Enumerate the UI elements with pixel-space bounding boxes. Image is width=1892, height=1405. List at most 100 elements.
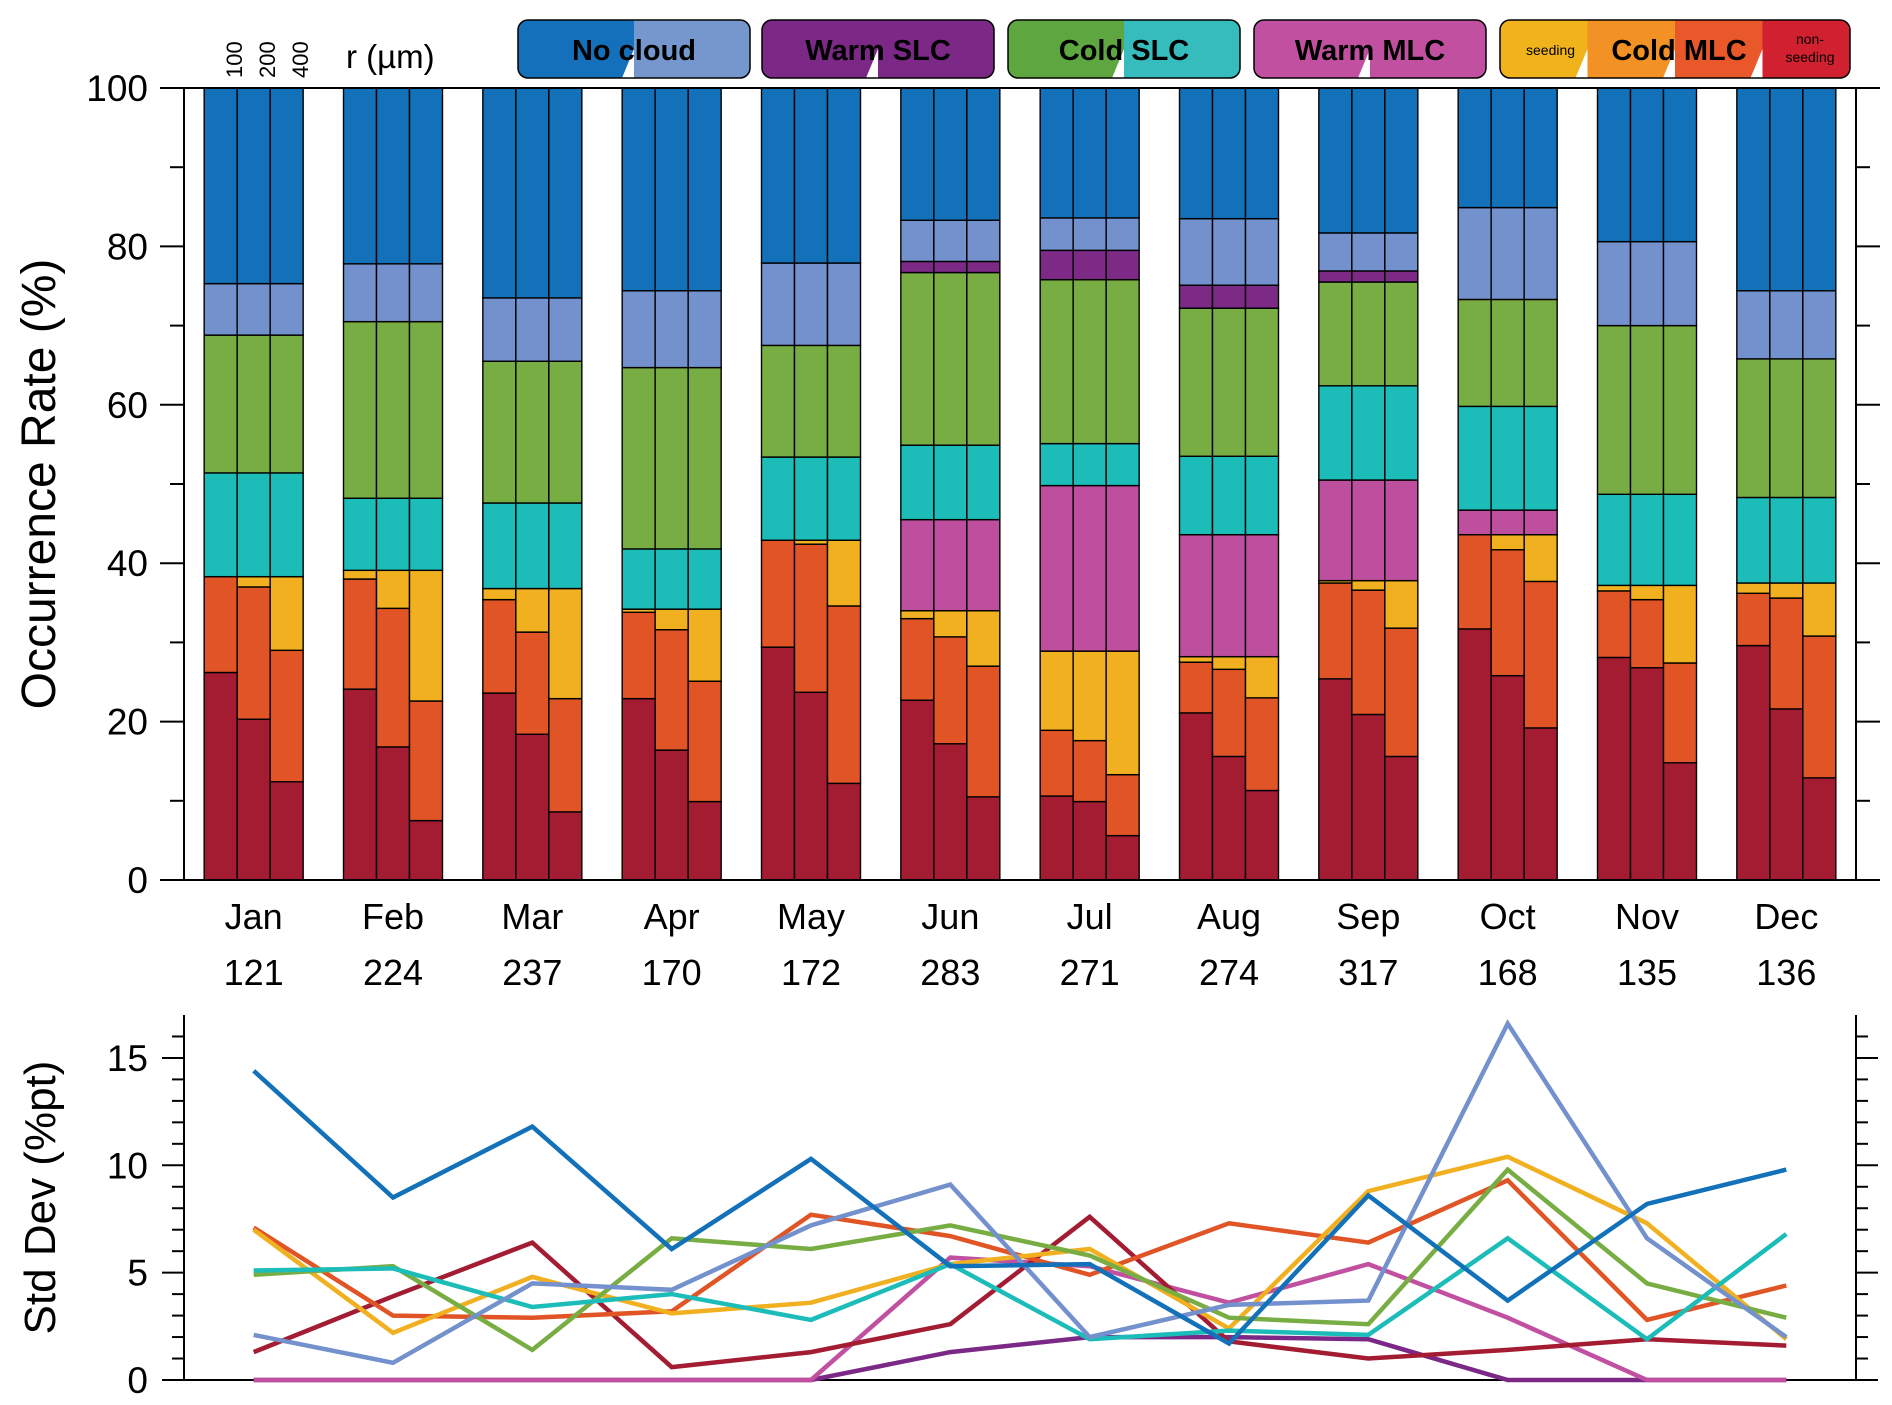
bar-segment-jul-r200-s1 [1072, 739, 1107, 803]
bar-segment-aug-r400-s1 [1244, 697, 1280, 792]
bar-segment-jul-r100-s5 [1039, 278, 1074, 445]
bar-segment-jan-r200-s8 [236, 87, 271, 285]
legend-item-1: Warm SLC [761, 19, 995, 79]
bar-segment-aug-r100-s1 [1178, 661, 1214, 714]
legend-swatch-1-1 [878, 20, 994, 78]
bar-segment-mar-r100-s7 [482, 297, 517, 362]
bar-segment-jun-r200-s8 [933, 87, 968, 221]
bar-segment-aug-r200-s4 [1211, 455, 1247, 536]
sample-count-label: 283 [920, 952, 980, 993]
bar-segment-sep-r100-s6 [1318, 270, 1353, 283]
bar-segment-sep-r400-s7 [1384, 232, 1419, 272]
sample-count-label: 274 [1199, 952, 1259, 993]
series-line-no-cloud-light [253, 1019, 1788, 1366]
bar-segment-sep-r100-s5 [1318, 281, 1353, 387]
bar-segment-apr-r400-s5 [687, 366, 722, 550]
bar-segment-jun-r100-s5 [900, 271, 935, 446]
bar-segment-jul-r400-s6 [1105, 249, 1140, 281]
bar-segment-nov-r100-s7 [1596, 240, 1632, 327]
bar-segment-jul-r400-s3 [1105, 484, 1140, 652]
bar-segment-oct-r100-s4 [1457, 405, 1492, 511]
bar-segment-aug-r100-s6 [1178, 284, 1214, 309]
legend-fill-0 [518, 20, 750, 78]
month-group-sep: Sep 317 [1318, 87, 1419, 993]
bar-segment-nov-r100-s5 [1596, 324, 1632, 495]
bar-segment-aug-r200-s3 [1211, 533, 1247, 658]
bar-segment-feb-r100-s5 [342, 320, 378, 499]
bar-segment-dec-r400-s2 [1802, 582, 1837, 637]
bar-segment-oct-r200-s1 [1490, 549, 1525, 677]
bar-segment-jul-r100-s3 [1039, 484, 1074, 652]
bar-segment-aug-r100-s4 [1178, 455, 1214, 536]
month-label: Oct [1480, 896, 1536, 937]
top-y-tick-label: 20 [107, 702, 148, 743]
bar-segment-jul-r400-s7 [1105, 217, 1140, 252]
bar-segment-feb-r400-s1 [408, 700, 444, 822]
bar-segment-apr-r400-s2 [687, 608, 722, 682]
bar-segment-jan-r100-s5 [203, 334, 238, 474]
bar-segment-nov-r400-s5 [1662, 324, 1698, 495]
top-y-tick-label: 40 [107, 543, 148, 584]
std-dev-chart: 0 5 10 15 Std Dev (%pt) [16, 1015, 1878, 1401]
top-y-tick-label: 0 [127, 860, 148, 901]
legend-border-2 [1007, 19, 1241, 79]
bar-segment-aug-r200-s2 [1211, 655, 1247, 671]
bar-segment-apr-r400-s0 [687, 800, 722, 881]
bar-segment-dec-r100-s1 [1736, 592, 1771, 647]
month-group-dec: Dec 136 [1736, 87, 1837, 993]
bar-segment-jun-r400-s2 [966, 610, 1001, 667]
bar-segment-dec-r200-s5 [1769, 358, 1804, 499]
bar-segment-nov-r100-s8 [1596, 87, 1632, 243]
bar-segment-jul-r100-s8 [1039, 87, 1074, 219]
bar-segment-may-r200-s7 [793, 262, 829, 347]
bar-segment-jul-r200-s5 [1072, 278, 1107, 445]
bar-segment-may-r100-s1 [760, 539, 796, 648]
bar-segment-jun-r200-s2 [933, 610, 968, 638]
bar-segment-sep-r400-s5 [1384, 281, 1419, 387]
bar-segment-nov-r100-s0 [1596, 656, 1632, 881]
bottom-y-axis-label: Std Dev (%pt) [16, 1061, 65, 1335]
bar-segment-apr-r200-s8 [654, 87, 689, 292]
month-label: Nov [1615, 896, 1679, 937]
month-label: Jan [225, 896, 283, 937]
bar-segment-nov-r200-s5 [1629, 324, 1665, 495]
bar-segment-sep-r100-s4 [1318, 385, 1353, 481]
bar-segment-jul-r100-s6 [1039, 249, 1074, 281]
bar-segment-nov-r400-s2 [1662, 584, 1698, 664]
bar-segment-feb-r400-s7 [408, 263, 444, 323]
legend-note-non: non- [1796, 31, 1824, 47]
bar-segment-aug-r200-s6 [1211, 284, 1247, 309]
bar-segment-nov-r200-s4 [1629, 493, 1665, 587]
bar-segment-nov-r400-s4 [1662, 493, 1698, 587]
bottom-y-tick-label: 0 [127, 1360, 148, 1400]
bar-segment-dec-r200-s1 [1769, 597, 1804, 710]
bar-segment-jan-r400-s0 [269, 781, 304, 881]
bar-segment-jul-r400-s1 [1105, 773, 1140, 837]
bar-segment-mar-r400-s2 [548, 587, 583, 700]
bar-segment-mar-r200-s0 [515, 733, 550, 881]
bar-segment-feb-r200-s5 [375, 320, 411, 499]
bar-segment-jun-r100-s2 [900, 610, 935, 620]
bar-segment-may-r400-s8 [826, 87, 862, 264]
month-group-nov: Nov 135 [1596, 87, 1698, 993]
bar-segment-aug-r400-s5 [1244, 307, 1280, 457]
bar-segment-oct-r200-s3 [1490, 509, 1525, 536]
bar-segment-may-r100-s0 [760, 646, 796, 881]
bar-segment-jun-r200-s3 [933, 518, 968, 612]
month-group-mar: Mar 237 [482, 87, 583, 993]
sample-count-label: 172 [781, 952, 841, 993]
bar-segment-jul-r400-s8 [1105, 87, 1140, 219]
bar-segment-oct-r400-s1 [1523, 580, 1558, 729]
bar-segment-sep-r100-s1 [1318, 582, 1353, 680]
legend-label-3: Warm MLC [1295, 35, 1445, 67]
bar-segment-dec-r400-s7 [1802, 290, 1837, 360]
sample-count-label: 168 [1478, 952, 1538, 993]
bar-segment-sep-r200-s7 [1351, 232, 1386, 272]
bar-segment-oct-r400-s2 [1523, 533, 1558, 583]
month-label: Sep [1336, 896, 1400, 937]
bar-segment-sep-r100-s0 [1318, 678, 1353, 881]
bar-segment-aug-r200-s1 [1211, 668, 1247, 758]
bar-segment-jul-r200-s2 [1072, 650, 1107, 742]
bar-segment-apr-r100-s7 [621, 290, 656, 369]
bar-segment-dec-r400-s5 [1802, 358, 1837, 499]
